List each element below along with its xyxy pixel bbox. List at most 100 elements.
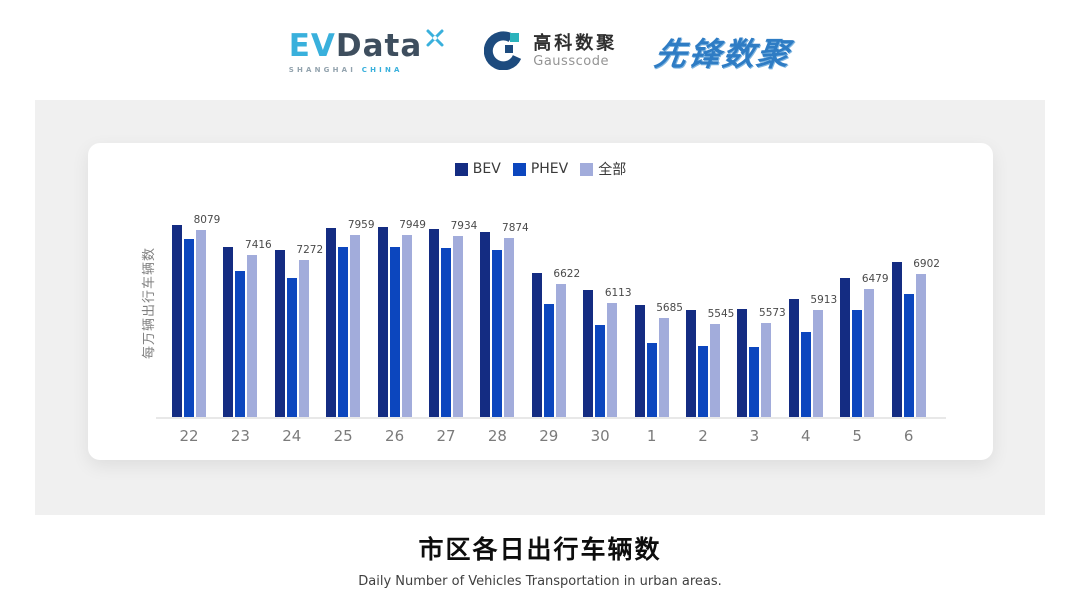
bar-PHEV-5[interactable] (852, 310, 863, 417)
x-axis-tick-3: 3 (749, 427, 760, 445)
legend-label: PHEV (530, 161, 569, 177)
bar-value-label: 7416 (245, 239, 272, 251)
bar-group-2: 5545 (686, 142, 734, 417)
bar-group-23: 7416 (223, 142, 272, 417)
bar-BEV-5[interactable] (840, 278, 851, 417)
bar-全部-3[interactable] (761, 323, 772, 417)
gausscode-logo: 高科数聚 Gausscode (484, 30, 617, 74)
x-axis-tick-27: 27 (436, 427, 456, 445)
bar-全部-26[interactable] (401, 235, 412, 417)
bar-value-label: 7934 (450, 220, 478, 232)
bar-全部-30[interactable] (607, 303, 618, 417)
evdata-logo-ev: EV (288, 27, 336, 64)
evdata-logo: EV Data SHANGHAI CHINA (288, 27, 447, 74)
chart-panel: BEV PHEV 全部 每万辆出行车辆数 8079 22 7416 23 7272 24 795… (35, 100, 1045, 515)
evdata-logo-subtitle: SHANGHAI CHINA (288, 65, 403, 74)
x-axis-tick-4: 4 (801, 427, 811, 445)
bar-BEV-23[interactable] (223, 247, 234, 417)
bar-BEV-25[interactable] (326, 228, 337, 417)
bar-value-label: 7949 (399, 219, 426, 231)
bar-BEV-26[interactable] (377, 227, 388, 417)
xianfeng-logo: 先锋数聚 (652, 35, 794, 73)
bar-全部-27[interactable] (453, 236, 463, 417)
bar-全部-25[interactable] (350, 235, 361, 417)
x-axis-tick-29: 29 (539, 427, 559, 445)
x-axis-tick-23: 23 (230, 427, 250, 445)
bar-value-label: 5545 (707, 308, 735, 320)
gausscode-cn-label: 高科数聚 (533, 33, 618, 55)
bar-BEV-6[interactable] (891, 262, 902, 417)
x-axis-tick-2: 2 (698, 427, 708, 445)
x-axis-tick-24: 24 (282, 427, 302, 445)
bar-BEV-1[interactable] (634, 305, 645, 417)
bar-BEV-3[interactable] (737, 309, 748, 417)
legend-swatch-icon (454, 162, 468, 176)
footer: 市区各日出行车辆数 Daily Number of Vehicles Trans… (0, 530, 1080, 589)
bar-BEV-22[interactable] (172, 225, 182, 417)
bar-PHEV-26[interactable] (389, 247, 400, 417)
bar-全部-28[interactable] (504, 238, 515, 417)
bar-PHEV-30[interactable] (595, 325, 606, 417)
gausscode-en-label: Gausscode (533, 53, 609, 69)
chart-card: BEV PHEV 全部 每万辆出行车辆数 8079 22 7416 23 7272 24 795… (88, 143, 993, 460)
bar-全部-23[interactable] (247, 255, 258, 417)
x-axis-tick-30: 30 (590, 427, 610, 445)
bar-全部-29[interactable] (555, 284, 566, 417)
legend-label: 全部 (598, 162, 627, 178)
bar-group-5: 6479 (840, 142, 889, 417)
bar-value-label: 6479 (861, 273, 889, 285)
x-axis-tick-22: 22 (179, 427, 199, 445)
bar-全部-2[interactable] (710, 324, 720, 417)
bar-PHEV-24[interactable] (286, 278, 297, 417)
bar-BEV-4[interactable] (788, 299, 799, 417)
legend-item-全部[interactable]: 全部 (580, 159, 626, 179)
legend-item-PHEV[interactable]: PHEV (512, 159, 569, 179)
bar-BEV-24[interactable] (274, 250, 285, 417)
plot-area: 8079 22 7416 23 7272 24 7959 25 7949 26 7934 27 7874… (88, 142, 993, 445)
x-axis-tick-1: 1 (646, 427, 657, 445)
bar-group-24: 7272 (274, 142, 323, 417)
bar-全部-4[interactable] (812, 310, 823, 417)
bar-PHEV-3[interactable] (749, 347, 760, 417)
gausscode-icon (484, 30, 524, 74)
bar-全部-5[interactable] (864, 289, 875, 417)
bar-group-4: 5913 (788, 142, 837, 417)
bar-PHEV-27[interactable] (441, 248, 451, 417)
x-axis-tick-6: 6 (903, 427, 914, 445)
bar-value-label: 7959 (347, 219, 375, 231)
bar-全部-6[interactable] (915, 274, 926, 417)
chart-legend: BEV PHEV 全部 (88, 159, 993, 179)
legend-item-BEV[interactable]: BEV (454, 159, 501, 179)
bar-全部-1[interactable] (658, 318, 669, 417)
bar-group-22: 8079 (172, 142, 220, 417)
bar-PHEV-1[interactable] (646, 343, 657, 417)
bar-group-1: 5685 (634, 142, 683, 417)
bar-PHEV-25[interactable] (338, 247, 349, 417)
bar-PHEV-4[interactable] (800, 332, 811, 417)
bar-PHEV-29[interactable] (543, 304, 554, 417)
bar-value-label: 8079 (193, 214, 221, 226)
bar-全部-22[interactable] (196, 230, 206, 417)
bar-group-6: 6902 (891, 142, 940, 417)
bar-PHEV-6[interactable] (903, 294, 914, 417)
bar-value-label: 6902 (913, 258, 940, 270)
bar-group-25: 7959 (326, 142, 375, 417)
bar-全部-24[interactable] (298, 260, 309, 417)
x-axis-tick-26: 26 (385, 427, 405, 445)
x-axis-tick-25: 25 (333, 427, 353, 445)
bar-PHEV-28[interactable] (492, 250, 503, 417)
header: EV Data SHANGHAI CHINA (0, 16, 1080, 88)
x-axis-tick-28: 28 (487, 427, 507, 445)
bar-BEV-27[interactable] (429, 229, 439, 417)
bar-BEV-30[interactable] (583, 290, 594, 417)
bar-PHEV-23[interactable] (235, 271, 246, 417)
bar-value-label: 5573 (759, 307, 786, 319)
bar-PHEV-2[interactable] (698, 346, 708, 417)
bar-BEV-2[interactable] (686, 310, 696, 417)
bar-BEV-29[interactable] (531, 273, 542, 417)
bar-PHEV-22[interactable] (184, 239, 194, 417)
bar-BEV-28[interactable] (480, 232, 491, 417)
bar-group-30: 6113 (583, 142, 632, 417)
evdata-logo-data: Data (335, 27, 423, 64)
x-axis-line (156, 417, 946, 419)
